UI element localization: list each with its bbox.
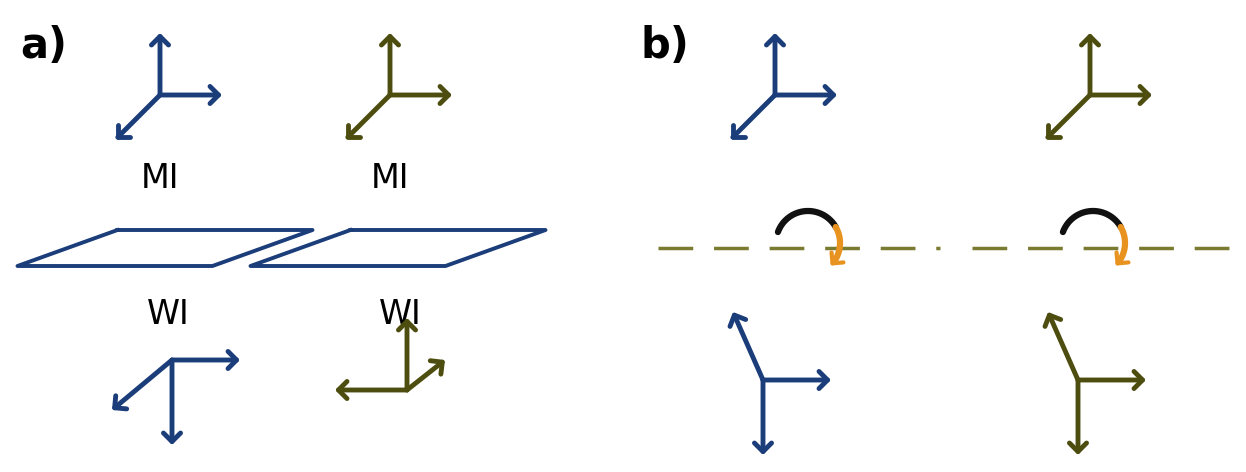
Text: WI: WI — [147, 298, 189, 331]
Text: MI: MI — [141, 161, 179, 194]
Text: MI: MI — [371, 161, 409, 194]
Text: a): a) — [20, 25, 67, 67]
Text: b): b) — [640, 25, 689, 67]
Text: WI: WI — [379, 298, 421, 331]
